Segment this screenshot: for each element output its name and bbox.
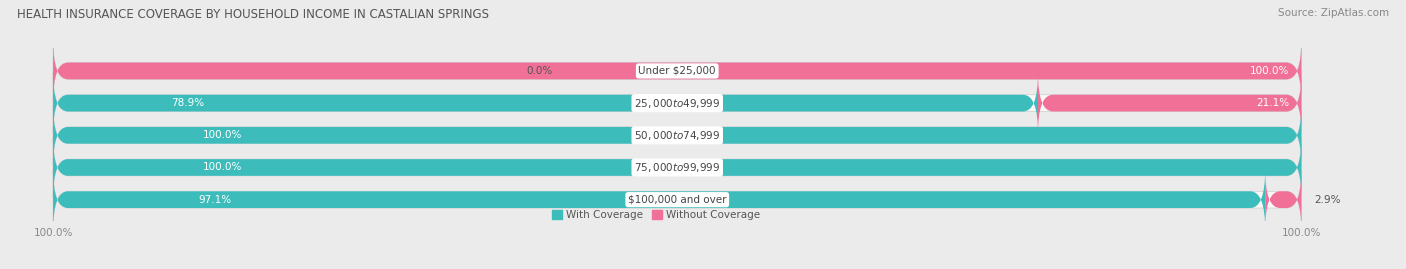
FancyBboxPatch shape xyxy=(53,105,1302,165)
Text: 100.0%: 100.0% xyxy=(202,162,242,172)
FancyBboxPatch shape xyxy=(53,169,1265,230)
Text: $50,000 to $74,999: $50,000 to $74,999 xyxy=(634,129,720,142)
Text: 2.9%: 2.9% xyxy=(1313,195,1340,205)
Text: 97.1%: 97.1% xyxy=(198,195,232,205)
FancyBboxPatch shape xyxy=(1265,169,1302,230)
Text: 100.0%: 100.0% xyxy=(1250,66,1289,76)
FancyBboxPatch shape xyxy=(53,105,1302,165)
Text: HEALTH INSURANCE COVERAGE BY HOUSEHOLD INCOME IN CASTALIAN SPRINGS: HEALTH INSURANCE COVERAGE BY HOUSEHOLD I… xyxy=(17,8,489,21)
Text: $75,000 to $99,999: $75,000 to $99,999 xyxy=(634,161,720,174)
Text: $25,000 to $49,999: $25,000 to $49,999 xyxy=(634,97,720,110)
FancyBboxPatch shape xyxy=(53,73,1038,133)
Text: 100.0%: 100.0% xyxy=(202,130,242,140)
FancyBboxPatch shape xyxy=(1038,73,1302,133)
Text: $100,000 and over: $100,000 and over xyxy=(628,195,727,205)
FancyBboxPatch shape xyxy=(53,41,1302,101)
Text: 0.0%: 0.0% xyxy=(526,66,553,76)
FancyBboxPatch shape xyxy=(53,137,1302,198)
FancyBboxPatch shape xyxy=(53,73,1302,133)
Legend: With Coverage, Without Coverage: With Coverage, Without Coverage xyxy=(547,206,765,224)
Text: Under $25,000: Under $25,000 xyxy=(638,66,716,76)
FancyBboxPatch shape xyxy=(53,41,1302,101)
Text: Source: ZipAtlas.com: Source: ZipAtlas.com xyxy=(1278,8,1389,18)
Text: 21.1%: 21.1% xyxy=(1256,98,1289,108)
FancyBboxPatch shape xyxy=(53,137,1302,198)
Text: 78.9%: 78.9% xyxy=(172,98,204,108)
FancyBboxPatch shape xyxy=(53,169,1302,230)
